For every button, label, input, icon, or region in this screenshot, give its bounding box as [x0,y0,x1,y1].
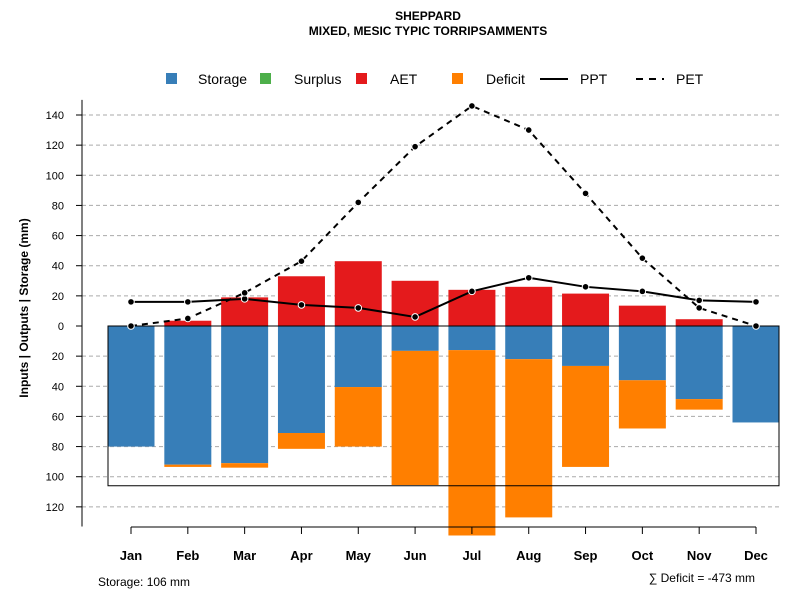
deficit-bar [675,399,723,410]
pet-point [184,314,192,323]
ppt-point [411,313,419,321]
deficit-bar [221,463,269,468]
y-tick-label: 40 [52,261,64,273]
storage-bar [732,326,780,423]
legend-label-surplus: Surplus [294,71,341,87]
legend-label-ppt: PPT [580,71,608,87]
pet-point [638,254,647,262]
aet-bar [618,305,666,326]
legend-label-aet: AET [390,71,418,87]
storage-bar [164,326,212,465]
aet-bar [505,286,553,326]
storage-bar [391,326,439,351]
legend-swatch-deficit [452,73,463,84]
ppt-point [184,298,192,306]
y-tick-label: 100 [46,472,64,484]
x-tick-label: Jan [120,548,142,563]
y-tick-label: 80 [52,200,64,212]
y-tick-label: 0 [58,321,64,333]
y-tick-label: 60 [52,231,64,243]
ppt-point [638,287,647,296]
legend-label-storage: Storage [198,71,247,87]
x-tick-label: Sep [574,548,598,563]
ppt-point [752,298,760,306]
aet-bar [562,293,610,326]
x-tick-label: Jul [463,548,482,563]
x-tick-label: May [346,548,372,563]
x-tick-label: Jun [404,548,427,563]
legend-swatch-surplus [260,73,271,84]
y-tick-label: 40 [52,381,64,393]
deficit-bar [391,350,439,486]
x-tick-label: Aug [516,548,541,563]
pet-point [695,304,703,312]
deficit-bar [562,365,610,467]
chart-subtitle: MIXED, MESIC TYPIC TORRIPSAMMENTS [309,24,547,38]
deficit-annotation: ∑ Deficit = -473 mm [649,571,755,585]
legend-swatch-aet [356,73,367,84]
x-tick-label: Dec [744,548,768,563]
aet-bar [334,261,382,326]
y-tick-label: 20 [52,291,64,303]
storage-bar [562,326,610,366]
aet-bar [164,320,212,326]
storage-bar [675,326,723,400]
legend-swatch-storage [166,73,177,84]
x-tick-label: Apr [290,548,312,563]
y-tick-label: 60 [52,411,64,423]
storage-bar [221,326,269,464]
pet-point [581,189,590,198]
aet-bar [448,289,496,326]
storage-bar [448,326,496,351]
y-tick-label: 120 [46,502,64,514]
storage-bar [334,326,382,388]
storage-bar [618,326,666,381]
legend-label-deficit: Deficit [486,71,525,87]
ppt-point [354,304,363,312]
y-tick-label: 80 [52,442,64,454]
y-tick-label: 20 [52,351,64,363]
pet-point [524,126,533,134]
ppt-point [695,296,703,305]
storage-bar [505,326,553,360]
pet-point [297,257,306,265]
pet-point [752,322,760,330]
x-tick-label: Mar [233,548,256,563]
ppt-point [468,287,476,296]
x-tick-label: Oct [632,548,654,563]
deficit-bar [164,464,212,467]
pet-point [411,142,419,151]
pet-point [468,102,476,110]
ppt-point [297,301,306,309]
deficit-bar [505,359,553,518]
ppt-point [127,298,135,306]
ppt-point [524,273,533,282]
deficit-bar [334,387,382,447]
x-tick-label: Feb [176,548,199,563]
storage-annotation: Storage: 106 mm [98,575,190,589]
pet-point [127,322,135,330]
pet-point [354,198,363,207]
ppt-line [131,276,757,318]
x-tick-label: Nov [687,548,712,563]
ppt-point [581,283,590,291]
pet-line [130,104,757,327]
deficit-bar [277,433,325,449]
y-tick-label: 100 [46,170,64,182]
deficit-bar [448,350,496,536]
pet-point [240,289,249,297]
aet-bar [675,319,723,326]
storage-bar [107,326,155,447]
legend-label-pet: PET [676,71,704,87]
deficit-bar [618,380,666,429]
chart-title: SHEPPARD [395,9,461,23]
y-tick-label: 140 [46,110,64,122]
storage-bar [277,326,325,434]
y-axis-label: Inputs | Outputs | Storage (mm) [17,218,31,397]
y-tick-label: 120 [46,140,64,152]
